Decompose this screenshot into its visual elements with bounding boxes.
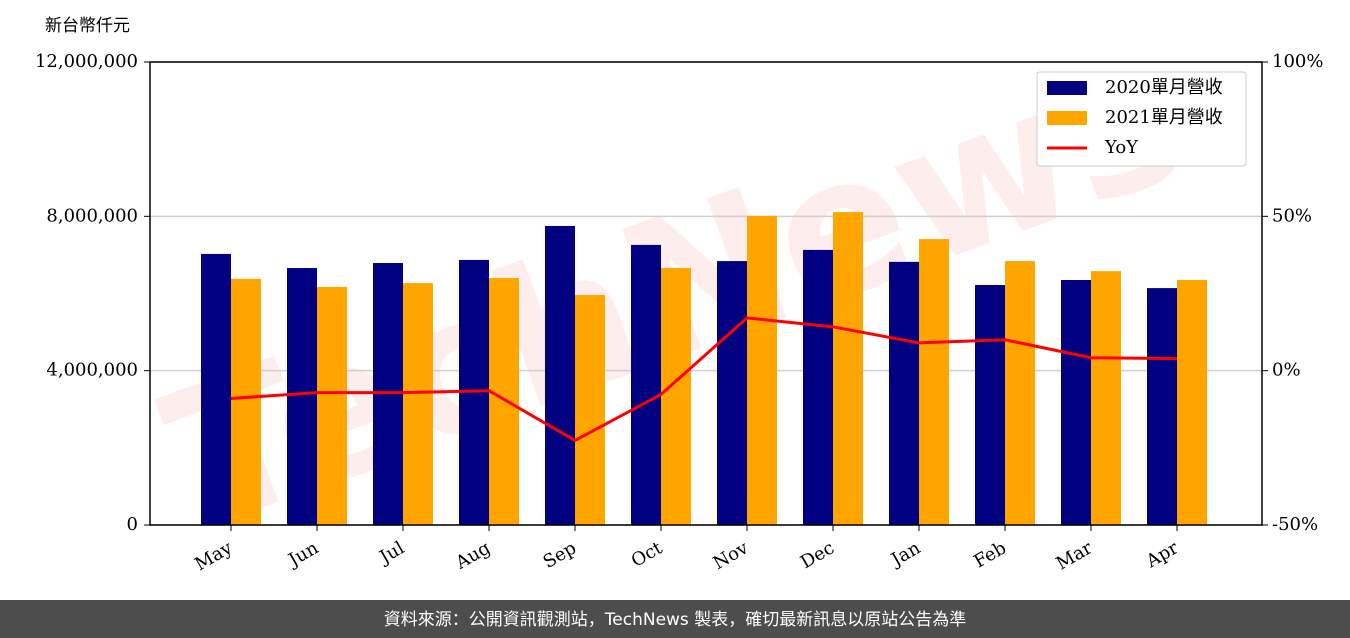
y2-tick-label: 100% <box>1272 51 1323 72</box>
bar <box>1005 261 1035 525</box>
legend-swatch <box>1047 81 1087 95</box>
plot-frame <box>149 61 1263 526</box>
y-tick-label: 0 <box>127 514 138 535</box>
x-tick-label: Aug <box>451 537 494 574</box>
bar <box>575 295 605 525</box>
x-tick-label: Mar <box>1053 537 1097 574</box>
bar <box>231 278 261 525</box>
bar <box>975 285 1005 525</box>
x-tick-label: Dec <box>797 537 838 573</box>
x-tick-label: Jan <box>886 537 924 571</box>
footer-bar <box>0 600 1350 638</box>
y-tick-label: 4,000,000 <box>46 360 138 381</box>
bar <box>545 225 575 525</box>
legend-label: 2021單月營收 <box>1105 107 1223 128</box>
bar <box>661 268 691 525</box>
x-tick-label: Apr <box>1142 537 1182 572</box>
bar <box>1177 279 1207 525</box>
y2-tick-label: 0% <box>1272 360 1301 381</box>
legend-label: 2020單月營收 <box>1105 77 1223 98</box>
bar <box>489 278 519 525</box>
line <box>230 316 1178 443</box>
legend-box <box>1036 71 1247 167</box>
x-tick-label: Jul <box>374 537 408 569</box>
bar <box>889 261 919 525</box>
bar <box>803 249 833 526</box>
bar <box>403 283 433 525</box>
legend-swatch <box>1047 111 1087 125</box>
legend-label: YoY <box>1104 137 1139 158</box>
y2-tick-label: 50% <box>1272 205 1312 226</box>
x-tick-label: Sep <box>540 537 580 572</box>
bar <box>919 239 949 525</box>
bar <box>747 215 777 525</box>
x-tick-label: Feb <box>970 537 1010 572</box>
bar <box>631 244 661 525</box>
bar <box>1091 271 1121 525</box>
bar <box>201 253 231 525</box>
x-tick-label: Nov <box>710 537 753 574</box>
bar <box>717 261 747 525</box>
bar <box>287 268 317 525</box>
x-tick-label: Oct <box>628 537 667 572</box>
bar <box>833 212 863 525</box>
y-tick-label: 8,000,000 <box>46 205 138 226</box>
bar <box>317 286 347 525</box>
y2-tick-label: -50% <box>1272 514 1318 535</box>
y-axis-label: 新台幣仟元 <box>45 16 130 36</box>
y-tick-label: 12,000,000 <box>35 51 138 72</box>
footer-text: 資料來源：公開資訊觀測站，TechNews 製表，確切最新訊息以原站公告為準 <box>384 610 966 630</box>
bar <box>1147 288 1177 525</box>
bar <box>1061 279 1091 525</box>
